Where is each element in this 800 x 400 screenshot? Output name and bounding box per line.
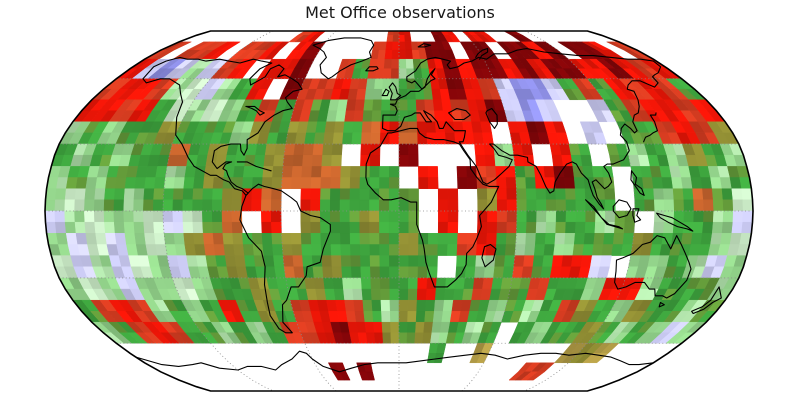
graticule — [45, 30, 753, 392]
chart-title: Met Office observations — [305, 3, 495, 22]
map-boundary — [44, 30, 754, 392]
anomaly-grid — [44, 30, 754, 381]
coastlines — [135, 37, 722, 373]
